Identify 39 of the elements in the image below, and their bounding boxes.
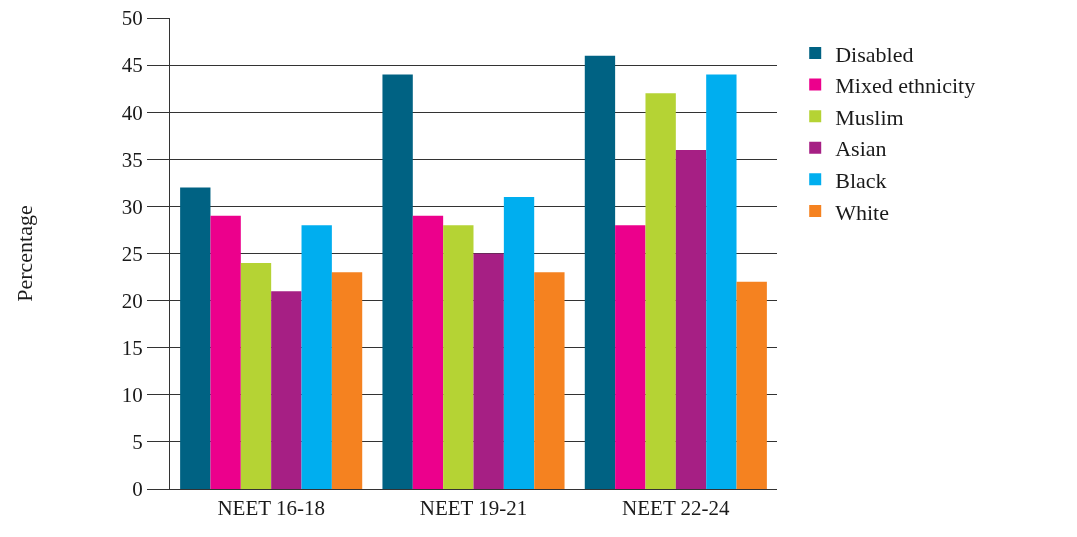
y-tick-label: 0 [132,477,143,502]
bar [675,149,707,489]
legend-label: Disabled [835,41,914,67]
y-tick-label: 20 [121,288,143,313]
bar [503,196,535,489]
y-tick-label: 50 [121,6,143,31]
y-tick-label: 5 [132,430,143,455]
bar [584,55,616,489]
bar [736,281,767,489]
y-tick-label: 40 [121,100,143,125]
bar [210,215,241,489]
bar [615,225,646,489]
bar [473,253,504,489]
bar [271,291,302,489]
y-tick-label: 25 [121,241,143,266]
y-axis-title: Percentage [11,205,37,302]
x-tick-label: NEET 19-21 [419,496,528,521]
bar [534,272,565,489]
bar [706,74,737,489]
bar [645,93,676,489]
bar [412,215,444,489]
y-tick-label: 35 [121,147,143,172]
x-tick-label: NEET 16-18 [217,496,325,521]
bar [180,187,211,489]
x-tick-label: NEET 22-24 [622,496,731,521]
legend-label: Mixed ethnicity [835,73,976,99]
bar [443,225,474,489]
y-tick-label: 10 [121,383,143,408]
bar [240,262,272,489]
legend-label: Asian [835,136,887,162]
bar [331,272,363,489]
y-tick-label: 30 [121,194,143,219]
legend-label: Black [835,167,887,193]
y-tick-label: 45 [121,53,143,78]
legend-label: White [835,199,889,225]
legend-label: Muslim [835,104,904,130]
y-tick-label: 15 [121,336,143,361]
bar [382,74,413,489]
bar [301,225,332,489]
